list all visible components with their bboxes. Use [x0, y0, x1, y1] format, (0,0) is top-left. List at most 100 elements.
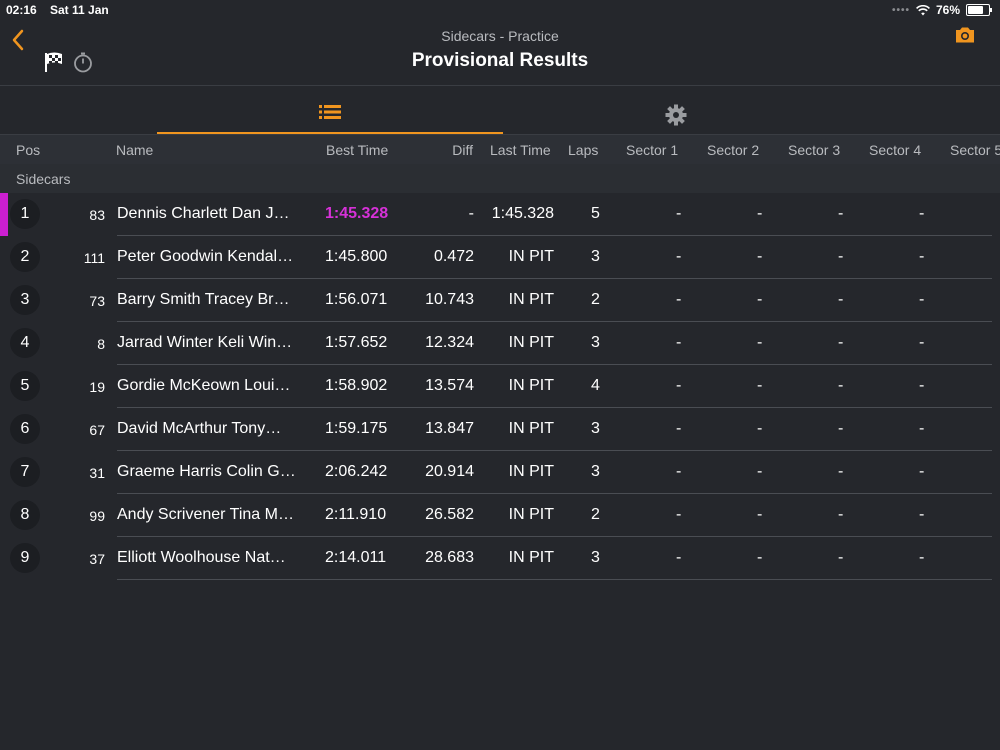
col-header-sector1[interactable]: Sector 1: [626, 142, 679, 158]
table-row[interactable]: 4 8 Jarrad Winter Keli Win… 1:57.652 12.…: [0, 322, 1000, 365]
sector-4: -: [919, 549, 925, 566]
table-header: Pos Name Best Time Diff Last Time Laps S…: [0, 135, 1000, 164]
sector-3: -: [838, 291, 844, 308]
laps: 3: [591, 549, 600, 566]
tab-settings[interactable]: [503, 86, 849, 134]
back-button[interactable]: [10, 28, 26, 57]
last-time: IN PIT: [508, 463, 554, 480]
best-time: 1:59.175: [325, 420, 388, 437]
rider-number: 8: [97, 336, 105, 352]
rider-name: Andy Scrivener Tina M…: [117, 506, 294, 523]
rider-name: Dennis Charlett Dan J…: [117, 205, 290, 222]
position-badge: 2: [10, 242, 40, 272]
col-header-best-time[interactable]: Best Time: [326, 142, 389, 158]
rider-number: 31: [89, 465, 105, 481]
rider-name: Barry Smith Tracey Br…: [117, 291, 290, 308]
sector-1: -: [676, 377, 682, 394]
rider-name: David McArthur Tony…: [117, 420, 282, 437]
tab-bar: [0, 86, 1000, 135]
sector-3: -: [838, 506, 844, 523]
battery-icon: [966, 4, 992, 16]
sector-2: -: [757, 377, 763, 394]
sector-4: -: [919, 334, 925, 351]
rider-number: 111: [83, 250, 105, 266]
laps: 3: [591, 463, 600, 480]
sector-2: -: [757, 205, 763, 222]
table-row[interactable]: 7 31 Graeme Harris Colin G… 2:06.242 20.…: [0, 451, 1000, 494]
table-row[interactable]: 6 67 David McArthur Tony… 1:59.175 13.84…: [0, 408, 1000, 451]
nav-bar: Sidecars - Practice Provisional Results: [0, 20, 1000, 86]
sector-3: -: [838, 377, 844, 394]
table-row[interactable]: 9 37 Elliott Woolhouse Nat… 2:14.011 28.…: [0, 537, 1000, 580]
sector-2: -: [757, 291, 763, 308]
col-header-name[interactable]: Name: [116, 142, 154, 158]
table-row[interactable]: 8 99 Andy Scrivener Tina M… 2:11.910 26.…: [0, 494, 1000, 537]
col-header-sector5[interactable]: Sector 5: [950, 142, 1000, 158]
diff: 10.743: [425, 291, 474, 308]
rider-name: Elliott Woolhouse Nat…: [117, 549, 286, 566]
last-time: IN PIT: [508, 506, 554, 523]
diff: 20.914: [425, 463, 474, 480]
sector-4: -: [919, 506, 925, 523]
rider-name: Jarrad Winter Keli Win…: [117, 334, 293, 351]
tab-results-list[interactable]: [157, 86, 503, 134]
rider-number: 19: [89, 379, 105, 395]
status-date: Sat 11 Jan: [50, 3, 109, 17]
diff: 28.683: [425, 549, 474, 566]
camera-button[interactable]: [954, 26, 976, 49]
table-row[interactable]: 3 73 Barry Smith Tracey Br… 1:56.071 10.…: [0, 279, 1000, 322]
sector-1: -: [676, 463, 682, 480]
best-time: 2:14.011: [325, 549, 387, 566]
position-badge: 5: [10, 371, 40, 401]
last-time: IN PIT: [508, 549, 554, 566]
position-badge: 7: [10, 457, 40, 487]
sector-3: -: [838, 549, 844, 566]
stopwatch-icon[interactable]: [72, 51, 94, 78]
diff: 26.582: [425, 506, 474, 523]
col-header-sector3[interactable]: Sector 3: [788, 142, 841, 158]
table-row[interactable]: 2 111 Peter Goodwin Kendal… 1:45.800 0.4…: [0, 236, 1000, 279]
sector-1: -: [676, 420, 682, 437]
best-time: 1:56.071: [325, 291, 388, 308]
checkered-flag-icon: [42, 50, 66, 79]
rider-number: 37: [89, 551, 105, 567]
col-header-sector4[interactable]: Sector 4: [869, 142, 922, 158]
row-divider: [117, 407, 992, 408]
sector-2: -: [757, 420, 763, 437]
rider-number: 99: [89, 508, 105, 524]
last-time: IN PIT: [508, 248, 554, 265]
col-header-pos[interactable]: Pos: [16, 142, 41, 158]
sector-2: -: [757, 463, 763, 480]
row-divider: [117, 493, 992, 494]
row-divider: [117, 450, 992, 451]
group-header: Sidecars: [0, 164, 1000, 193]
last-time: IN PIT: [508, 420, 554, 437]
rider-number: 83: [89, 207, 105, 223]
col-header-sector2[interactable]: Sector 2: [707, 142, 760, 158]
last-time: 1:45.328: [491, 205, 554, 222]
list-icon: [319, 105, 341, 119]
group-label: Sidecars: [16, 171, 71, 187]
table-row[interactable]: 1 83 Dennis Charlett Dan J… 1:45.328 - 1…: [0, 193, 1000, 236]
rider-number: 67: [89, 422, 105, 438]
sector-1: -: [676, 205, 682, 222]
col-header-last-time[interactable]: Last Time: [490, 142, 551, 158]
sector-3: -: [838, 205, 844, 222]
position-badge: 6: [10, 414, 40, 444]
sector-3: -: [838, 420, 844, 437]
laps: 5: [591, 205, 600, 222]
sector-4: -: [919, 248, 925, 265]
laps: 3: [591, 334, 600, 351]
rider-number: 73: [89, 293, 105, 309]
sector-4: -: [919, 205, 925, 222]
laps: 2: [591, 291, 600, 308]
rider-name: Peter Goodwin Kendal…: [117, 248, 294, 265]
best-time: 1:58.902: [325, 377, 388, 394]
table-row[interactable]: 5 19 Gordie McKeown Loui… 1:58.902 13.57…: [0, 365, 1000, 408]
col-header-laps[interactable]: Laps: [568, 142, 599, 158]
sector-2: -: [757, 248, 763, 265]
rider-name: Graeme Harris Colin G…: [117, 463, 296, 480]
sector-4: -: [919, 420, 925, 437]
col-header-diff[interactable]: Diff: [452, 142, 473, 158]
nav-subtitle: Sidecars - Practice: [441, 28, 559, 44]
